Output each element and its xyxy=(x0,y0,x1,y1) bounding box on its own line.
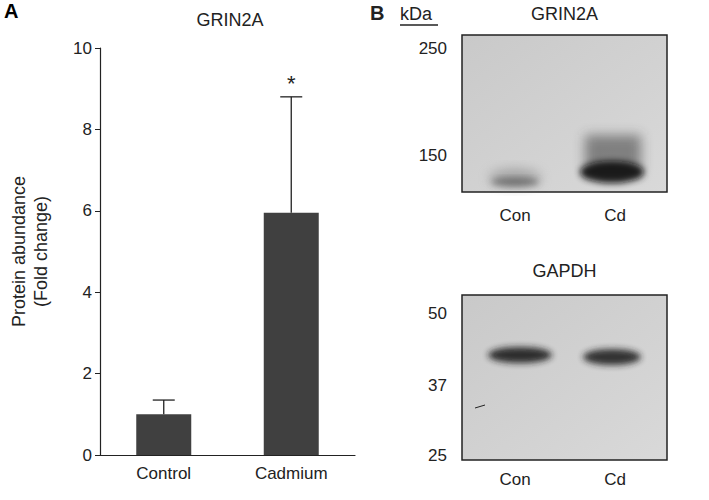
svg-text:10: 10 xyxy=(73,39,92,58)
svg-text:25: 25 xyxy=(428,446,447,465)
svg-text:GRIN2A: GRIN2A xyxy=(196,10,263,30)
svg-text:Con: Con xyxy=(499,206,530,225)
svg-text:250: 250 xyxy=(419,39,447,58)
svg-text:Cd: Cd xyxy=(604,206,626,225)
svg-text:Control: Control xyxy=(136,464,191,483)
svg-text:4: 4 xyxy=(83,283,92,302)
svg-text:0: 0 xyxy=(83,446,92,465)
svg-text:(Fold change): (Fold change) xyxy=(31,196,51,307)
svg-text:2: 2 xyxy=(83,364,92,383)
svg-text:Con: Con xyxy=(499,470,530,489)
svg-text:37: 37 xyxy=(428,376,447,395)
svg-text:*: * xyxy=(287,71,296,96)
svg-text:Cd: Cd xyxy=(604,470,626,489)
html-text:A: A xyxy=(4,0,19,22)
svg-text:150: 150 xyxy=(419,146,447,165)
svg-text:Protein abundance: Protein abundance xyxy=(9,176,29,327)
svg-text:Cadmium: Cadmium xyxy=(255,464,328,483)
svg-text:8: 8 xyxy=(83,120,92,139)
svg-text:GRIN2A: GRIN2A xyxy=(531,4,598,24)
svg-text:B: B xyxy=(370,2,384,24)
svg-text:6: 6 xyxy=(83,201,92,220)
svg-text:kDa: kDa xyxy=(400,4,433,24)
svg-text:50: 50 xyxy=(428,304,447,323)
svg-text:GAPDH: GAPDH xyxy=(532,261,596,281)
